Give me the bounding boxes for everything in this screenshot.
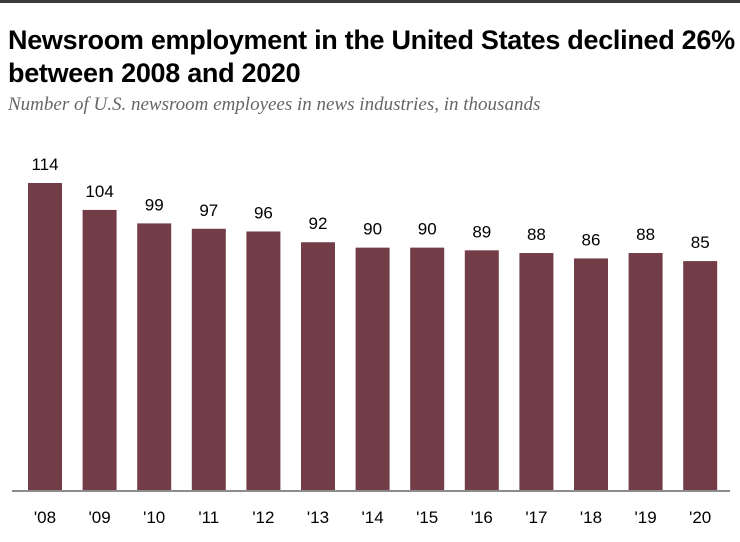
- bar-16: [464, 250, 499, 490]
- bar-14: [355, 247, 390, 490]
- bar-15: [410, 247, 445, 490]
- x-tick-label: '20: [689, 508, 711, 527]
- x-tick-label: '17: [525, 508, 547, 527]
- bar-09: [82, 209, 117, 491]
- top-rule: [0, 0, 740, 3]
- chart-subtitle: Number of U.S. newsroom employees in new…: [8, 94, 541, 115]
- x-tick-label: '16: [471, 508, 493, 527]
- x-tick-label: '09: [89, 508, 111, 527]
- chart-title: Newsroom employment in the United States…: [8, 25, 735, 88]
- x-tick-label: '08: [34, 508, 56, 527]
- data-label: 90: [418, 220, 437, 239]
- data-label: 85: [691, 233, 710, 252]
- data-label: 99: [145, 195, 164, 214]
- bar-20: [683, 261, 718, 490]
- bar-13: [301, 242, 335, 490]
- bar-10: [137, 223, 172, 491]
- note-fragment: [8, 535, 738, 542]
- data-label: 104: [85, 182, 113, 201]
- data-label: 88: [636, 225, 655, 244]
- x-tick-label: '11: [198, 508, 219, 527]
- x-tick-label: '10: [143, 508, 165, 527]
- bar-08: [28, 183, 62, 490]
- x-tick-label: '19: [635, 508, 657, 527]
- bar-11: [191, 228, 226, 490]
- x-tick-label: '13: [307, 508, 329, 527]
- bar-12: [246, 231, 281, 490]
- data-label: 88: [527, 225, 546, 244]
- data-label: 114: [31, 155, 58, 174]
- x-tick-label: '18: [580, 508, 602, 527]
- bar-19: [628, 253, 663, 490]
- x-tick-label: '12: [252, 508, 274, 527]
- x-tick-label: '15: [416, 508, 438, 527]
- x-tick-label: '14: [362, 508, 384, 527]
- data-label: 97: [199, 201, 218, 220]
- bar-18: [574, 258, 608, 490]
- bar-17: [519, 253, 554, 490]
- data-label: 96: [254, 203, 273, 222]
- data-label: 86: [582, 230, 601, 249]
- data-label: 90: [363, 220, 382, 239]
- data-label: 92: [309, 214, 328, 233]
- data-label: 89: [472, 222, 491, 241]
